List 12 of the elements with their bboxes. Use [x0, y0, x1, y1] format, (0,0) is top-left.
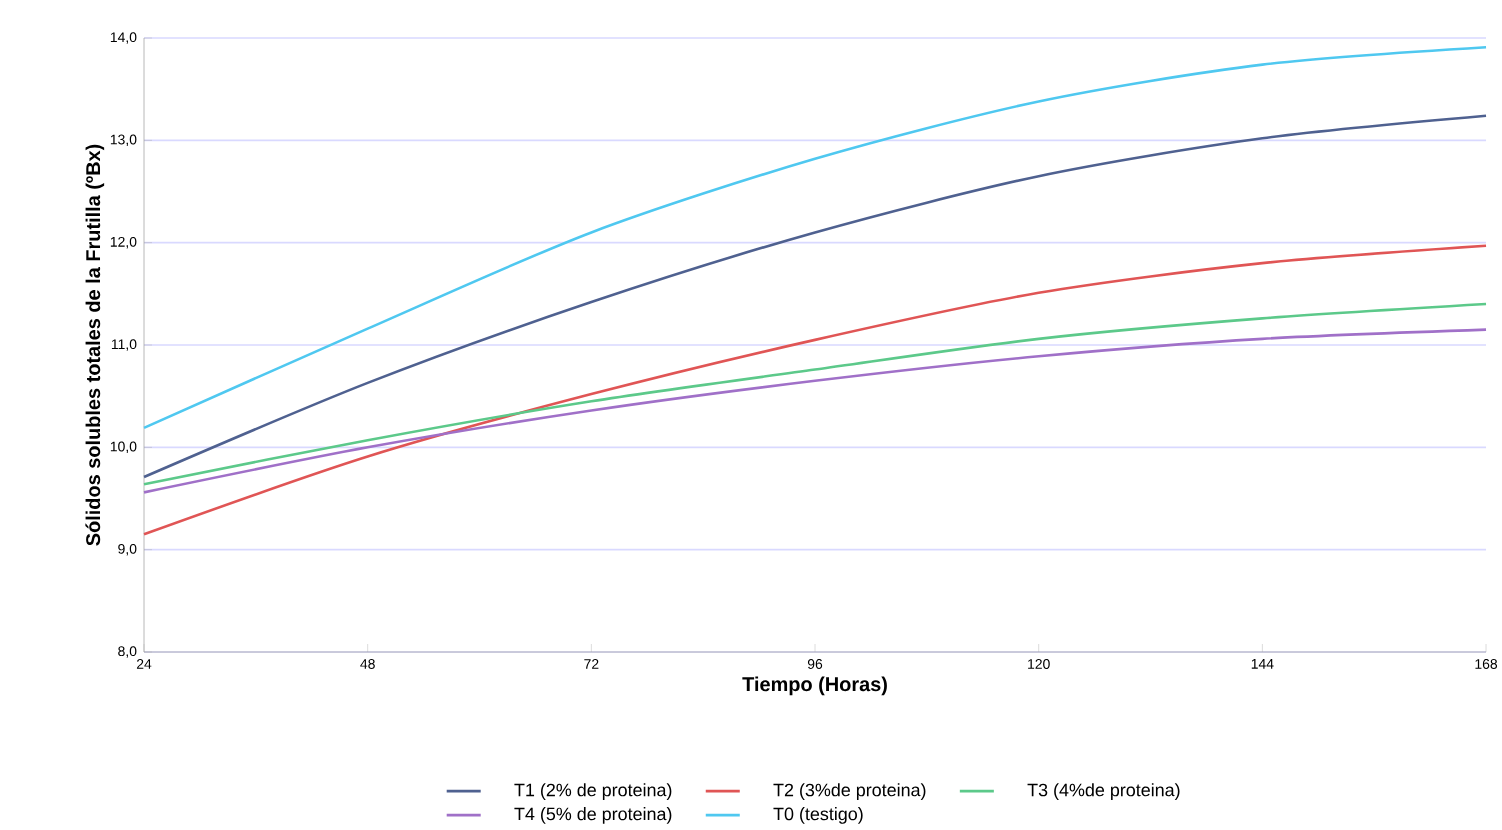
- legend-label: T0 (testigo): [773, 807, 863, 824]
- legend-label: T4 (5% de proteina): [514, 807, 672, 824]
- line-series: [142, 114, 1488, 479]
- legend-label: T2 (3%de proteina): [773, 783, 926, 800]
- legend-label: T1 (2% de proteina): [514, 783, 672, 800]
- line-series: [142, 328, 1488, 494]
- line-series: [142, 244, 1488, 536]
- x-axis-title: Tiempo (Horas): [742, 676, 887, 696]
- y-axis-title: Sólidos solubles totales de la Frutilla (ºBx): [85, 144, 105, 546]
- legend-label: T3 (4%de proteina): [1027, 783, 1180, 800]
- line-series: [142, 302, 1488, 486]
- line-series: [142, 45, 1488, 430]
